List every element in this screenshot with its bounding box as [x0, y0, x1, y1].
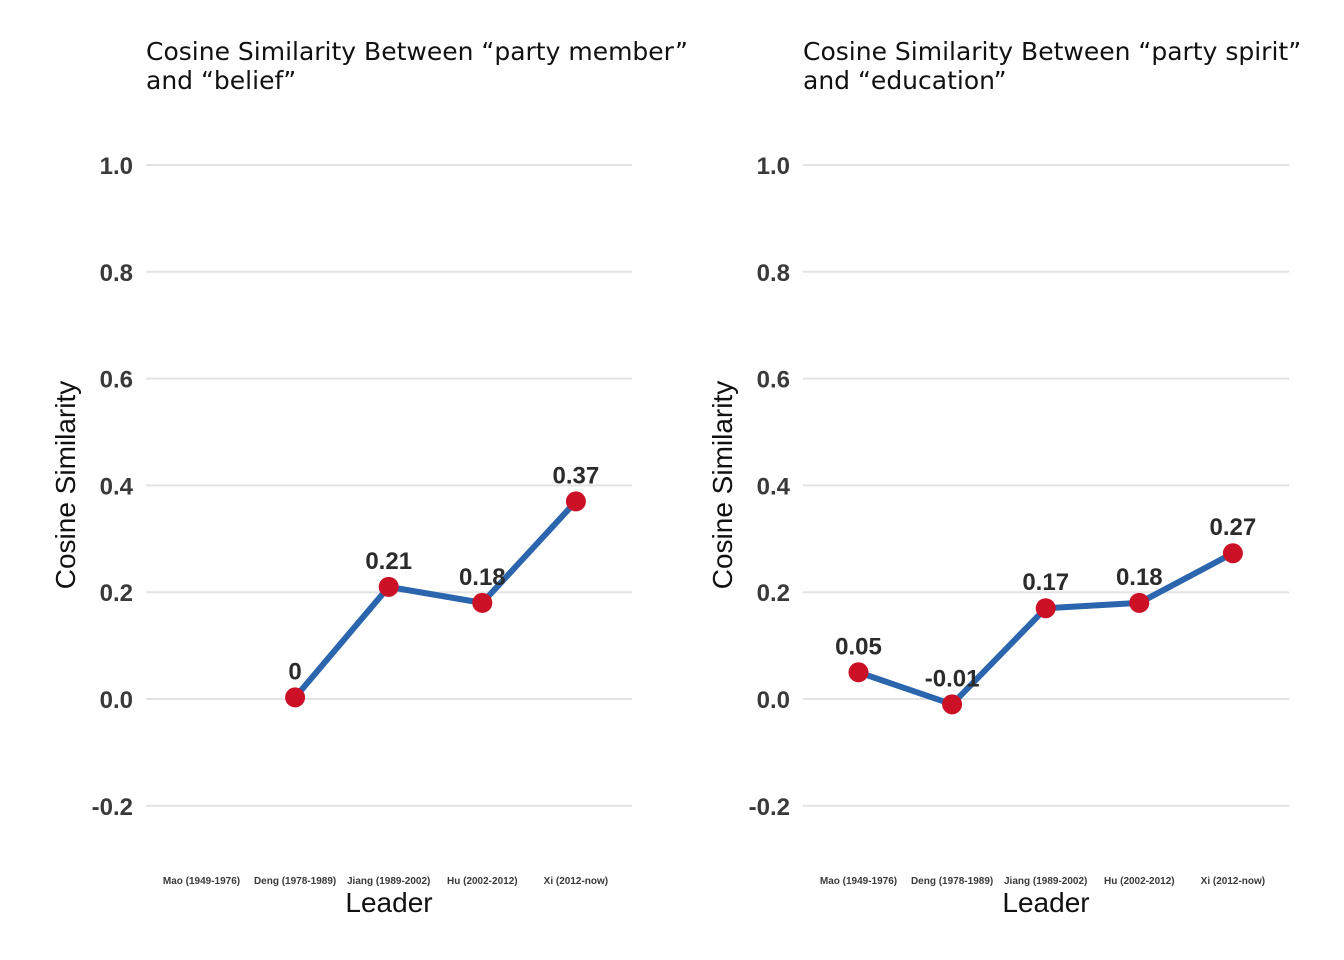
y-tick-label: 0.8: [757, 260, 790, 287]
data-point: [285, 687, 306, 708]
y-tick-labels: 1.0 0.8 0.6 0.4 0.2 0.0 -0.2: [92, 153, 134, 821]
data-label: 0.05: [835, 633, 882, 660]
data-points: [285, 491, 586, 708]
chart-panel-party-spirit-education: Cosine Similarity Between “party spirit”…: [707, 37, 1301, 918]
y-axis-label: Cosine Similarity: [50, 381, 81, 590]
y-axis-label: Cosine Similarity: [707, 381, 738, 590]
x-axis-label: Leader: [345, 887, 432, 918]
data-labels: 0 0.21 0.18 0.37: [288, 462, 599, 685]
data-point: [848, 662, 869, 683]
y-tick-label: 0.6: [757, 367, 790, 394]
y-tick-label: 0.0: [757, 687, 790, 714]
data-point: [1035, 598, 1056, 619]
chart-title-line2: and “education”: [803, 66, 1007, 95]
y-tick-label: 0.4: [100, 473, 134, 500]
x-tick-label: Xi (2012-now): [1201, 876, 1265, 887]
data-point: [1129, 592, 1150, 613]
y-tick-label: 0.8: [100, 260, 133, 287]
y-tick-label: 0.4: [757, 473, 791, 500]
y-tick-labels: 1.0 0.8 0.6 0.4 0.2 0.0 -0.2: [749, 153, 791, 821]
data-point: [942, 694, 963, 715]
x-tick-label: Hu (2002-2012): [1104, 876, 1175, 887]
data-label: 0: [288, 658, 301, 685]
x-tick-label: Xi (2012-now): [544, 876, 608, 887]
x-tick-label: Jiang (1989-2002): [347, 876, 430, 887]
series-line: [292, 498, 579, 701]
data-label: 0.27: [1210, 514, 1257, 541]
y-tick-label: 0.2: [757, 580, 790, 607]
data-label: -0.01: [925, 665, 980, 692]
chart-title-line1: Cosine Similarity Between “party spirit”: [803, 37, 1301, 66]
x-category-labels: Mao (1949-1976) Deng (1978-1989) Jiang (19…: [163, 876, 608, 887]
x-category-labels: Mao (1949-1976) Deng (1978-1989) Jiang (19…: [820, 876, 1265, 887]
x-tick-label: Mao (1949-1976): [820, 876, 897, 887]
data-label: 0.21: [365, 548, 412, 575]
y-tick-label: 1.0: [757, 153, 790, 180]
data-labels: 0.05 -0.01 0.17 0.18 0.27: [835, 514, 1256, 692]
series-lines: [292, 498, 579, 701]
chart-title-line1: Cosine Similarity Between “party member”: [146, 37, 688, 66]
y-tick-label: 0.0: [100, 687, 133, 714]
data-point: [472, 592, 493, 613]
data-point: [1222, 543, 1243, 564]
y-tick-label: -0.2: [749, 794, 790, 821]
y-tick-label: 0.6: [100, 367, 133, 394]
x-tick-label: Jiang (1989-2002): [1004, 876, 1087, 887]
data-label: 0.18: [459, 564, 506, 591]
x-axis-label: Leader: [1002, 887, 1089, 918]
y-tick-label: 0.2: [100, 580, 133, 607]
chart-title-line2: and “belief”: [146, 66, 296, 95]
data-points: [848, 543, 1243, 715]
x-tick-label: Deng (1978-1989): [911, 876, 993, 887]
gridlines: [803, 164, 1289, 807]
x-tick-label: Deng (1978-1989): [254, 876, 336, 887]
data-label: 0.37: [553, 462, 600, 489]
data-point: [378, 576, 399, 597]
data-label: 0.18: [1116, 564, 1163, 591]
data-point: [565, 491, 586, 512]
x-tick-label: Hu (2002-2012): [447, 876, 518, 887]
y-tick-label: 1.0: [100, 153, 133, 180]
data-label: 0.17: [1022, 569, 1069, 596]
y-tick-label: -0.2: [92, 794, 133, 821]
chart-panel-party-member-belief: Cosine Similarity Between “party member”…: [50, 37, 688, 918]
x-tick-label: Mao (1949-1976): [163, 876, 240, 887]
